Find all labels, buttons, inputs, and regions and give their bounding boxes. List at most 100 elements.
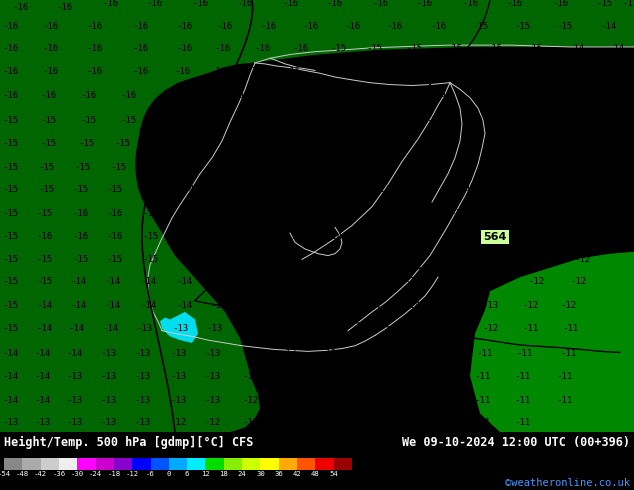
Text: -13: -13 (2, 418, 18, 427)
Polygon shape (0, 357, 80, 432)
Text: -14: -14 (366, 232, 382, 241)
Text: -12: -12 (522, 301, 538, 310)
Text: -12: -12 (126, 471, 139, 477)
Text: -13: -13 (380, 163, 396, 172)
Text: -11: -11 (562, 324, 578, 333)
Text: -13: -13 (536, 185, 552, 194)
Text: -14: -14 (310, 91, 326, 100)
Text: -13: -13 (135, 372, 151, 381)
Text: -14: -14 (374, 185, 390, 194)
Text: -16: -16 (175, 67, 191, 76)
Text: -14: -14 (414, 185, 430, 194)
Text: -13: -13 (510, 91, 526, 100)
Text: -15: -15 (37, 209, 53, 218)
Text: -13: -13 (532, 209, 548, 218)
Bar (205, 458, 224, 470)
Text: -14: -14 (347, 116, 363, 125)
Text: -16: -16 (107, 232, 123, 241)
Text: -15: -15 (74, 163, 90, 172)
Text: -14: -14 (249, 255, 265, 264)
Text: -14: -14 (70, 277, 86, 286)
Bar (41, 458, 59, 470)
Text: -15: -15 (2, 163, 18, 172)
Text: -12: -12 (318, 396, 334, 405)
Text: -16: -16 (214, 45, 230, 53)
Text: -13: -13 (300, 163, 316, 172)
Text: -14: -14 (36, 324, 52, 333)
Text: -14: -14 (176, 301, 192, 310)
Text: -13: -13 (100, 418, 116, 427)
Text: -16: -16 (160, 91, 176, 100)
Text: -13: -13 (585, 163, 601, 172)
Text: -13: -13 (587, 139, 603, 148)
Text: -12: -12 (437, 349, 453, 358)
Text: -15: -15 (146, 163, 162, 172)
Bar (224, 458, 242, 470)
Text: -13: -13 (205, 349, 221, 358)
Text: 0: 0 (167, 471, 171, 477)
Text: -13: -13 (67, 418, 83, 427)
Text: ©weatheronline.co.uk: ©weatheronline.co.uk (505, 478, 630, 488)
Text: -11: -11 (356, 418, 372, 427)
Text: -13: -13 (242, 349, 258, 358)
Text: -13: -13 (360, 324, 376, 333)
Text: -14: -14 (440, 67, 456, 76)
Text: -14: -14 (69, 324, 85, 333)
Text: -15: -15 (120, 116, 136, 125)
Text: -14: -14 (350, 91, 366, 100)
Text: Height/Temp. 500 hPa [gdmp][°C] CFS: Height/Temp. 500 hPa [gdmp][°C] CFS (4, 436, 254, 449)
Text: -13: -13 (100, 396, 116, 405)
Text: -15: -15 (150, 139, 166, 148)
Text: -14: -14 (287, 255, 303, 264)
Text: -54: -54 (0, 471, 11, 477)
Text: -16: -16 (102, 0, 118, 8)
Text: -16: -16 (72, 209, 88, 218)
Text: -14: -14 (176, 255, 192, 264)
Text: -15: -15 (2, 232, 18, 241)
Text: -14: -14 (212, 277, 228, 286)
Text: -14: -14 (326, 255, 342, 264)
Polygon shape (0, 0, 634, 432)
Text: -15: -15 (2, 209, 18, 218)
Text: -12: -12 (529, 277, 545, 286)
Text: -14: -14 (177, 209, 193, 218)
Text: -14: -14 (482, 67, 498, 76)
Text: -14: -14 (2, 396, 18, 405)
Text: -15: -15 (72, 185, 88, 194)
Text: -14: -14 (492, 209, 508, 218)
Text: -14: -14 (267, 116, 283, 125)
Text: 564: 564 (483, 232, 507, 242)
Text: -14: -14 (290, 209, 306, 218)
Text: -15: -15 (212, 232, 228, 241)
Text: -14: -14 (450, 209, 466, 218)
Text: -13: -13 (387, 116, 403, 125)
Bar (77, 458, 96, 470)
Text: -6: -6 (146, 471, 155, 477)
Text: 6: 6 (185, 471, 190, 477)
Text: -30: -30 (71, 471, 84, 477)
Text: 30: 30 (256, 471, 265, 477)
Text: -15: -15 (176, 232, 192, 241)
Text: -14: -14 (322, 67, 338, 76)
Text: -12: -12 (242, 396, 258, 405)
Text: -16: -16 (507, 0, 523, 8)
Text: -15: -15 (272, 91, 288, 100)
Text: -11: -11 (395, 396, 411, 405)
Text: -14: -14 (600, 22, 616, 31)
Text: -16: -16 (42, 45, 58, 53)
Text: -15: -15 (2, 324, 18, 333)
Text: -16: -16 (430, 22, 446, 31)
Text: -15: -15 (36, 277, 52, 286)
Bar (114, 458, 133, 470)
Text: -14: -14 (70, 301, 86, 310)
Text: -14: -14 (329, 209, 345, 218)
Text: -12: -12 (570, 277, 586, 286)
Text: -16: -16 (2, 22, 18, 31)
Text: -13: -13 (342, 139, 358, 148)
Text: -13: -13 (280, 349, 296, 358)
Text: Paris: Paris (360, 172, 384, 182)
Text: -13: -13 (302, 139, 318, 148)
Text: -13: -13 (170, 372, 186, 381)
Text: -16: -16 (120, 91, 136, 100)
Text: -14: -14 (248, 277, 264, 286)
